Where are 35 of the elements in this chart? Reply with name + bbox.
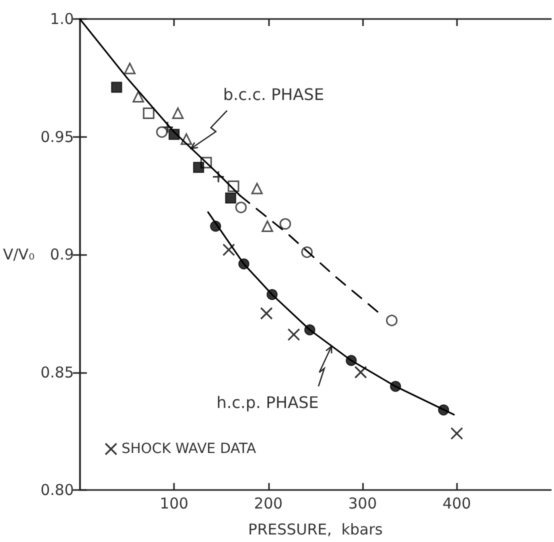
point: [354, 366, 367, 379]
point: [386, 314, 398, 326]
x-tick-label: 200: [254, 494, 283, 512]
line-series: [207, 211, 455, 416]
point: [142, 107, 154, 119]
point: [156, 126, 168, 138]
point: [124, 62, 136, 74]
point: [235, 202, 247, 214]
point: [161, 121, 174, 134]
point: [212, 170, 225, 184]
y-tick-label: 1.0: [50, 10, 74, 28]
point: [111, 82, 122, 93]
y-tick-label: 0.85: [40, 363, 74, 382]
x-tick-label: 300: [348, 494, 377, 512]
point: [132, 90, 144, 102]
point: [287, 328, 300, 341]
point: [262, 220, 274, 232]
annotation: b.c.c. PHASE: [223, 85, 324, 104]
point: [222, 243, 236, 256]
legend-label: SHOCK WAVE DATA: [122, 441, 256, 457]
point: [225, 192, 236, 204]
point: [280, 218, 292, 230]
point: [172, 107, 184, 119]
y-tick-label: 0.80: [40, 481, 74, 499]
x-tick-label: 100: [160, 494, 188, 512]
point: [193, 162, 204, 173]
point: [260, 307, 273, 320]
annotation: h.c.p. PHASE: [216, 392, 319, 412]
x-axis-title: PRESSURE, kbars: [248, 520, 383, 538]
y-axis-title: V/V₀: [2, 246, 35, 264]
x-tick-label: 400: [442, 494, 472, 512]
y-tick-label: 0.9: [50, 246, 74, 264]
point: [251, 182, 263, 194]
point: [450, 427, 464, 440]
y-tick-label: 0.95: [40, 128, 74, 146]
